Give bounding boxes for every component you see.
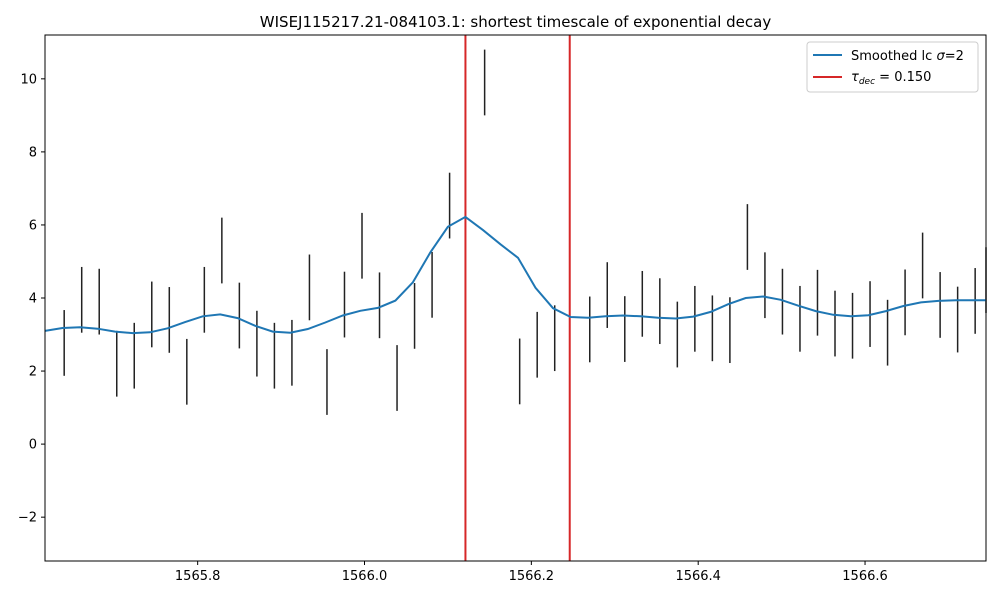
plot-area xyxy=(44,35,987,561)
legend-label-tau: τdec = 0.150 xyxy=(851,70,931,87)
y-axis-ticks: −2 0 2 4 6 8 10 xyxy=(18,72,45,526)
x-tick-label-0: 1565.8 xyxy=(175,569,221,584)
y-tick-label-4: 6 xyxy=(29,218,37,233)
chart-title: WISEJ115217.21-084103.1: shortest timesc… xyxy=(260,13,772,31)
x-tick-label-3: 1566.4 xyxy=(675,569,721,584)
legend-smoothed-main: Smoothed lc xyxy=(851,49,936,64)
legend: Smoothed lc σ=2 τdec = 0.150 xyxy=(806,41,979,93)
legend-smoothed-tail: =2 xyxy=(945,49,964,64)
legend-label-smoothed: Smoothed lc σ=2 xyxy=(851,49,964,64)
x-tick-label-2: 1566.2 xyxy=(509,569,555,584)
y-tick-label-5: 8 xyxy=(29,145,37,160)
legend-box xyxy=(806,41,979,93)
legend-tau-subscript: dec xyxy=(859,77,875,87)
legend-tau-value: = 0.150 xyxy=(875,70,931,85)
x-axis-ticks: 1565.8 1566.0 1566.2 1566.4 1566.6 xyxy=(175,561,888,584)
axes-frame xyxy=(44,34,987,562)
legend-tau-symbol: τ xyxy=(851,70,859,85)
y-tick-label-3: 4 xyxy=(29,292,37,307)
x-tick-label-4: 1566.6 xyxy=(842,569,888,584)
legend-smoothed-sigma: σ xyxy=(936,49,945,64)
errorbar-group xyxy=(63,49,987,415)
vline-group xyxy=(464,35,571,561)
smoothed-lightcurve-line xyxy=(44,215,986,335)
y-tick-label-2: 2 xyxy=(29,365,37,380)
x-tick-label-1: 1566.0 xyxy=(342,569,388,584)
y-tick-label-1: 0 xyxy=(29,438,37,453)
y-tick-label-0: −2 xyxy=(18,511,37,526)
y-tick-label-6: 10 xyxy=(20,72,37,87)
